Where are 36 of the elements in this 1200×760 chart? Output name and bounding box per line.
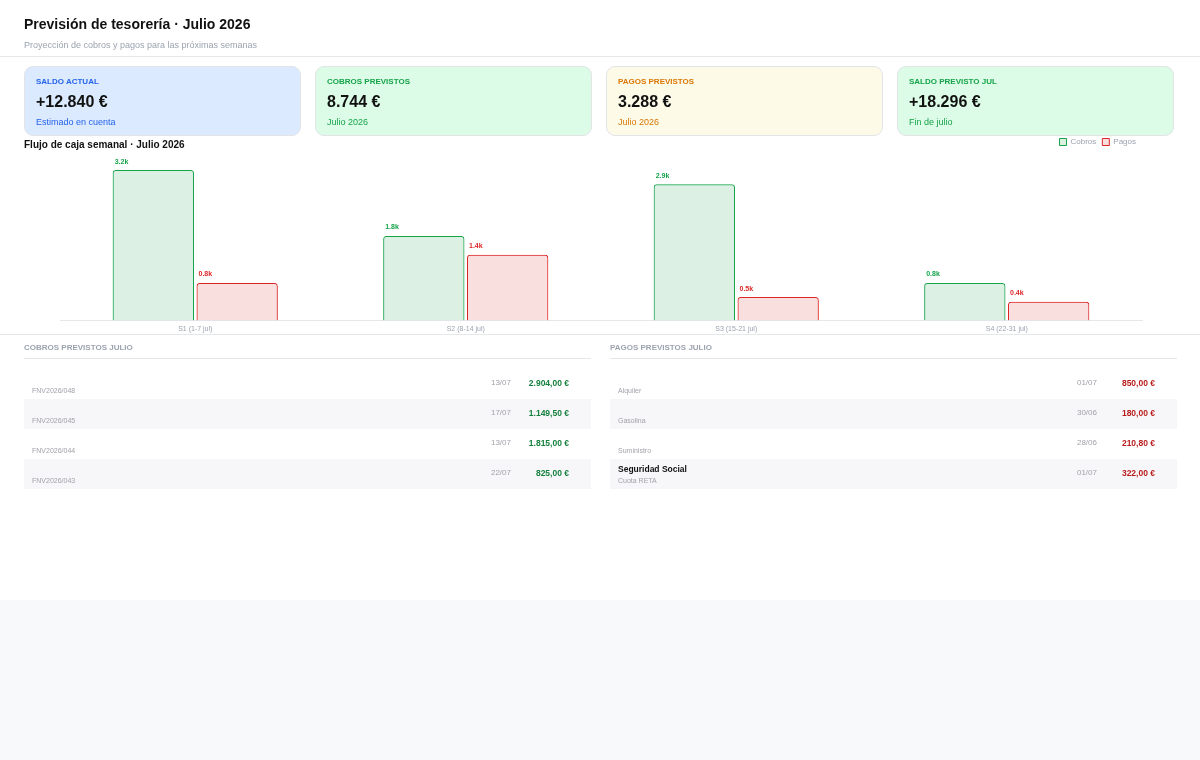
text: PAGOS PREVISTOS: [618, 77, 696, 86]
text: 180,00 €: [1121, 408, 1155, 418]
text: Estimado en cuenta: [36, 117, 117, 127]
text: 825,00 €: [535, 468, 569, 478]
text: 850,00 €: [1121, 378, 1155, 388]
text: Proyección de cobros y pagos para las próximas semanas: [24, 40, 258, 50]
text: 1.149,50 €: [528, 408, 569, 418]
text: +12.840 €: [36, 93, 109, 111]
text: PAGOS PREVISTOS JULIO: [610, 340, 1177, 359]
text: SALDO ACTUAL: [36, 77, 100, 86]
text: 01/07: [1076, 378, 1097, 387]
chart-title: Flujo de caja semanal · Julio 2026: [24, 139, 185, 150]
text: +18.296 €: [909, 93, 982, 111]
text: 2.904,00 €: [528, 378, 569, 388]
text: 1.815,00 €: [528, 438, 569, 448]
text: 3.288 €: [618, 93, 673, 111]
text: Previsión de tesorería · Julio 2026: [24, 16, 251, 32]
text: COBROS PREVISTOS: [327, 77, 411, 86]
text: 01/07: [1076, 468, 1097, 477]
legend-label: Cobros: [1070, 137, 1097, 147]
text: 13/07: [490, 378, 511, 387]
text: 22/07: [490, 468, 511, 477]
text: 8.744 €: [327, 93, 382, 111]
text: Julio 2026: [327, 117, 370, 127]
text: 30/06: [1076, 408, 1097, 417]
text: 322,00 €: [1121, 468, 1155, 478]
text: SALDO PREVISTO JUL: [909, 77, 998, 86]
text: 13/07: [490, 438, 511, 447]
text: 210,80 €: [1121, 438, 1155, 448]
text: Julio 2026: [618, 117, 661, 127]
legend-label: Pagos: [1113, 137, 1136, 147]
text: 17/07: [490, 408, 511, 417]
text: COBROS PREVISTOS JULIO: [24, 340, 591, 359]
text: 28/06: [1076, 438, 1097, 447]
category-label: Seguridad Social: [618, 464, 687, 474]
text: Fin de julio: [909, 117, 954, 127]
